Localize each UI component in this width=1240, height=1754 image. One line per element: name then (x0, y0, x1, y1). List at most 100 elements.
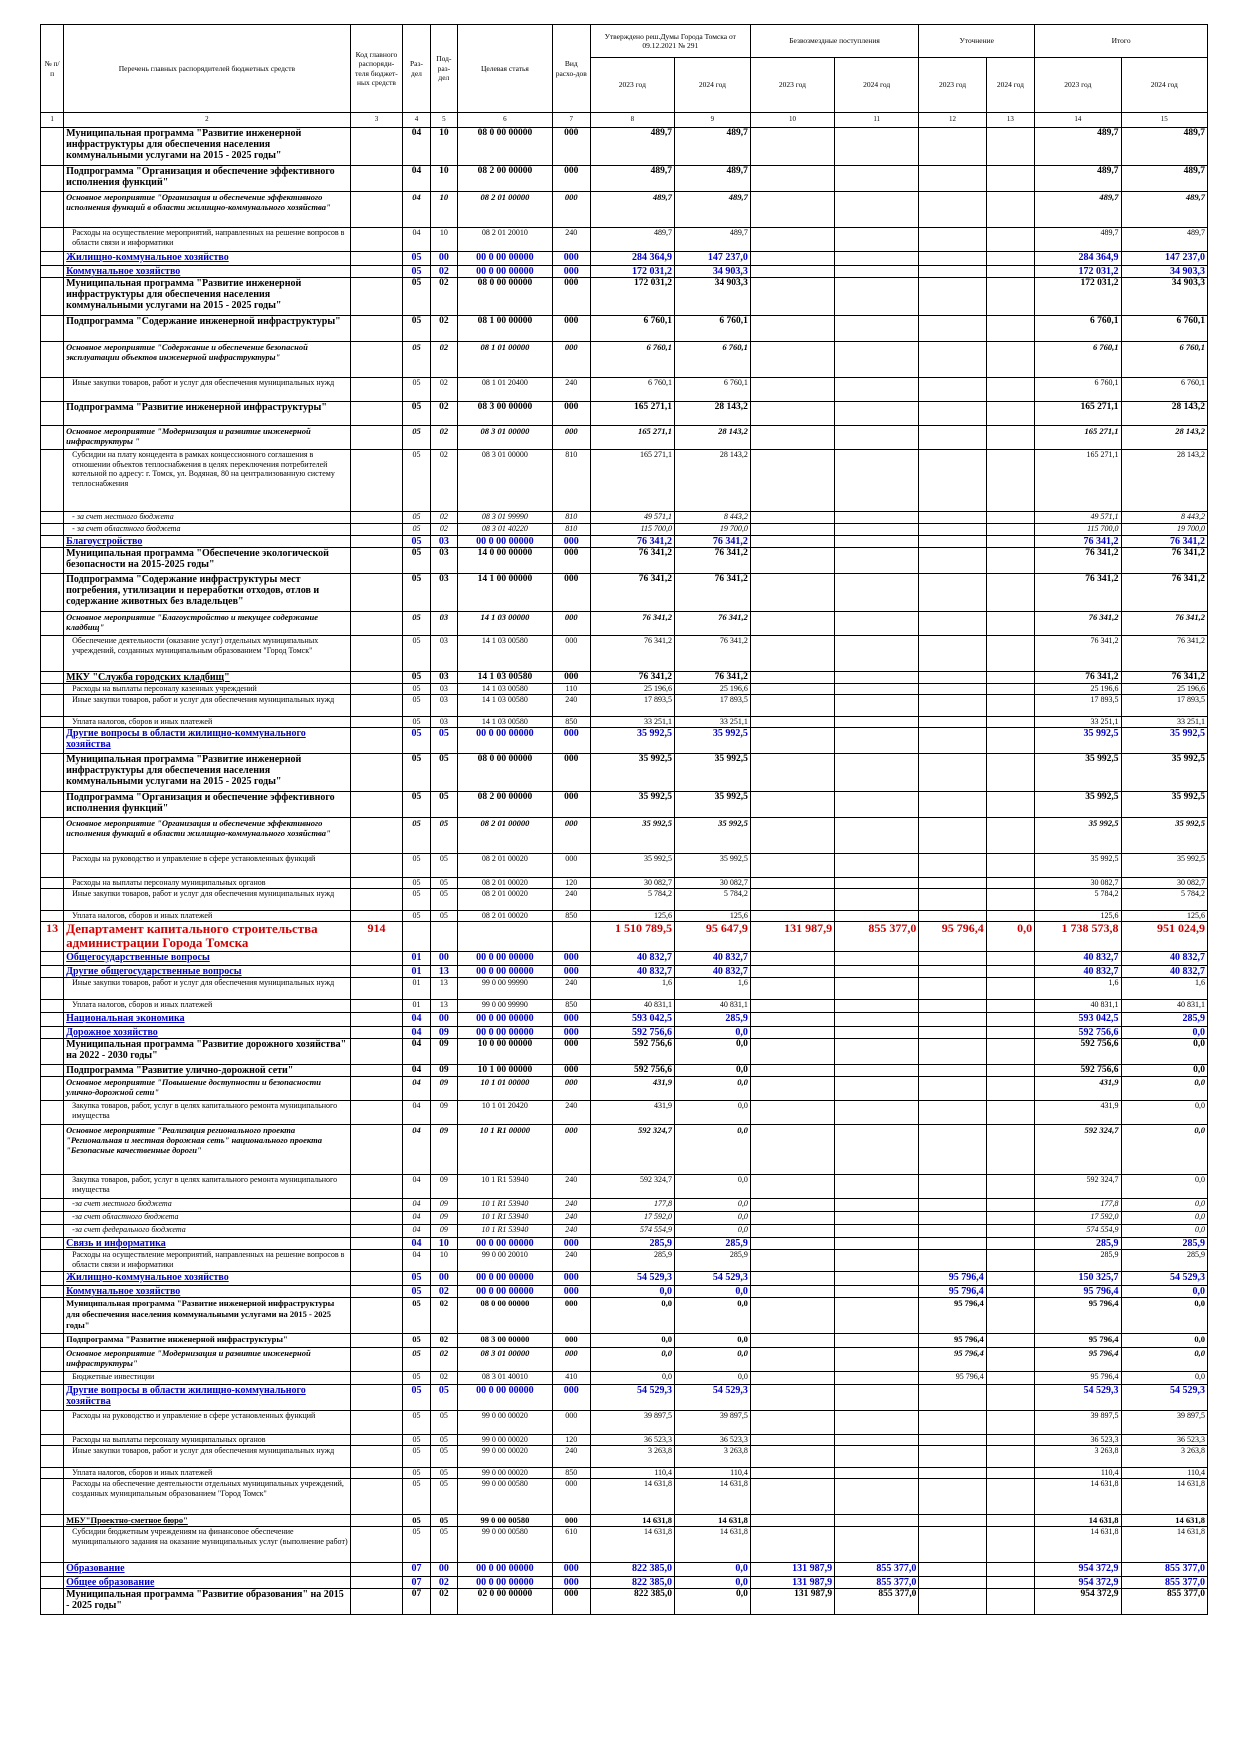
refine-2024 (985, 1576, 1036, 1589)
row-number (39, 1384, 65, 1411)
row-name: Расходы на руководство и управление в сф… (63, 1410, 351, 1435)
refine-2023 (918, 341, 987, 378)
approved-2023: 1,6 (589, 977, 675, 1000)
free-2023 (749, 951, 836, 966)
refine-2024 (985, 694, 1036, 717)
free-2024 (834, 1211, 920, 1225)
refine-2024 (985, 1588, 1036, 1615)
total-2024: 40 832,7 (1120, 965, 1209, 978)
row-subsection: 02 (429, 277, 459, 316)
row-exptype: 000 (551, 1333, 591, 1348)
row-number (39, 611, 65, 636)
row-number (39, 547, 65, 574)
approved-2024: 14 631,8 (673, 1514, 751, 1527)
refine-2023: 95 796,4 (918, 921, 987, 952)
free-2023 (749, 683, 836, 695)
row-target: 08 1 01 00000 (457, 341, 553, 378)
row-target: 08 2 01 20010 (457, 227, 553, 252)
row-section: 04 (402, 1174, 431, 1199)
header-col-number: 4 (402, 112, 431, 128)
free-2023 (749, 965, 836, 978)
row-subsection: 02 (429, 1347, 459, 1372)
row-exptype: 850 (551, 999, 591, 1013)
row-target: 08 2 01 00020 (457, 877, 553, 889)
header-name: Перечень главных распорядителей бюджетны… (63, 24, 351, 113)
header-col-number: 3 (349, 112, 404, 128)
row-subsection: 05 (429, 817, 459, 854)
total-2023: 6 760,1 (1034, 315, 1122, 342)
row-name: Расходы на выплаты персоналу казенных уч… (63, 683, 351, 695)
refine-2024 (985, 1249, 1036, 1272)
total-2023: 165 271,1 (1034, 401, 1122, 426)
table-row: Муниципальная программа "Развитие дорожн… (39, 1038, 1209, 1065)
row-code (349, 1064, 404, 1077)
approved-2023: 40 832,7 (589, 951, 675, 966)
row-number (39, 635, 65, 672)
free-2023 (749, 251, 836, 266)
approved-2024: 95 647,9 (673, 921, 751, 952)
row-name: Иные закупки товаров, работ и услуг для … (63, 888, 351, 911)
free-2024 (834, 1100, 920, 1125)
approved-2024: 35 992,5 (673, 791, 751, 818)
approved-2024: 54 529,3 (673, 1384, 751, 1411)
free-2023: 131 987,9 (749, 921, 836, 952)
total-2023: 285,9 (1034, 1237, 1122, 1250)
free-2024 (834, 1249, 920, 1272)
approved-2023: 592 324,7 (589, 1174, 675, 1199)
row-target: 10 1 01 20420 (457, 1100, 553, 1125)
row-code (349, 1124, 404, 1175)
free-2023 (749, 535, 836, 548)
free-2023 (749, 1211, 836, 1225)
row-exptype: 000 (551, 1064, 591, 1077)
row-name: Иные закупки товаров, работ и услуг для … (63, 977, 351, 1000)
row-section: 05 (402, 694, 431, 717)
free-2024 (834, 573, 920, 612)
row-section: 04 (402, 1211, 431, 1225)
refine-2023 (918, 191, 987, 228)
table-row: Обеспечение деятельности (оказание услуг… (39, 635, 1209, 672)
refine-2024 (985, 165, 1036, 192)
row-section: 04 (402, 1198, 431, 1212)
row-code (349, 1410, 404, 1435)
approved-2023: 110,4 (589, 1467, 675, 1479)
total-2023: 35 992,5 (1034, 727, 1122, 754)
approved-2023: 54 529,3 (589, 1384, 675, 1411)
row-section: 05 (402, 853, 431, 878)
header-year: 2023 год (918, 57, 987, 113)
row-number (39, 727, 65, 754)
free-2024 (834, 965, 920, 978)
table-row: Иные закупки товаров, работ и услуг для … (39, 977, 1209, 1000)
approved-2023: 165 271,1 (589, 449, 675, 512)
row-target: 99 0 00 20010 (457, 1249, 553, 1272)
refine-2024 (985, 523, 1036, 536)
table-row: Уплата налогов, сборов и иных платежей 01… (39, 999, 1209, 1013)
refine-2024 (985, 1467, 1036, 1479)
free-2024 (834, 165, 920, 192)
row-exptype: 000 (551, 1237, 591, 1250)
table-row: Основное мероприятие "Благоустройство и … (39, 611, 1209, 636)
row-subsection: 05 (429, 877, 459, 889)
refine-2024 (985, 1026, 1036, 1039)
row-exptype: 000 (551, 341, 591, 378)
row-exptype: 240 (551, 1224, 591, 1238)
refine-2023 (918, 753, 987, 792)
total-2024: 0,0 (1120, 1198, 1209, 1212)
free-2024: 855 377,0 (834, 1588, 920, 1615)
total-2024: 28 143,2 (1120, 449, 1209, 512)
row-target: 10 1 R1 00000 (457, 1124, 553, 1175)
free-2023 (749, 277, 836, 316)
total-2024: 0,0 (1120, 1038, 1209, 1065)
row-number (39, 1297, 65, 1334)
total-2023: 177,8 (1034, 1198, 1122, 1212)
row-code (349, 635, 404, 672)
total-2023: 35 992,5 (1034, 753, 1122, 792)
approved-2023: 35 992,5 (589, 727, 675, 754)
free-2024 (834, 315, 920, 342)
refine-2024 (985, 265, 1036, 278)
table-row: Подпрограмма "Развитие инженерной инфрас… (39, 401, 1209, 426)
row-section: 05 (402, 1333, 431, 1348)
approved-2023: 177,8 (589, 1198, 675, 1212)
refine-2024 (985, 1224, 1036, 1238)
total-2024: 76 341,2 (1120, 547, 1209, 574)
refine-2023 (918, 1562, 987, 1577)
